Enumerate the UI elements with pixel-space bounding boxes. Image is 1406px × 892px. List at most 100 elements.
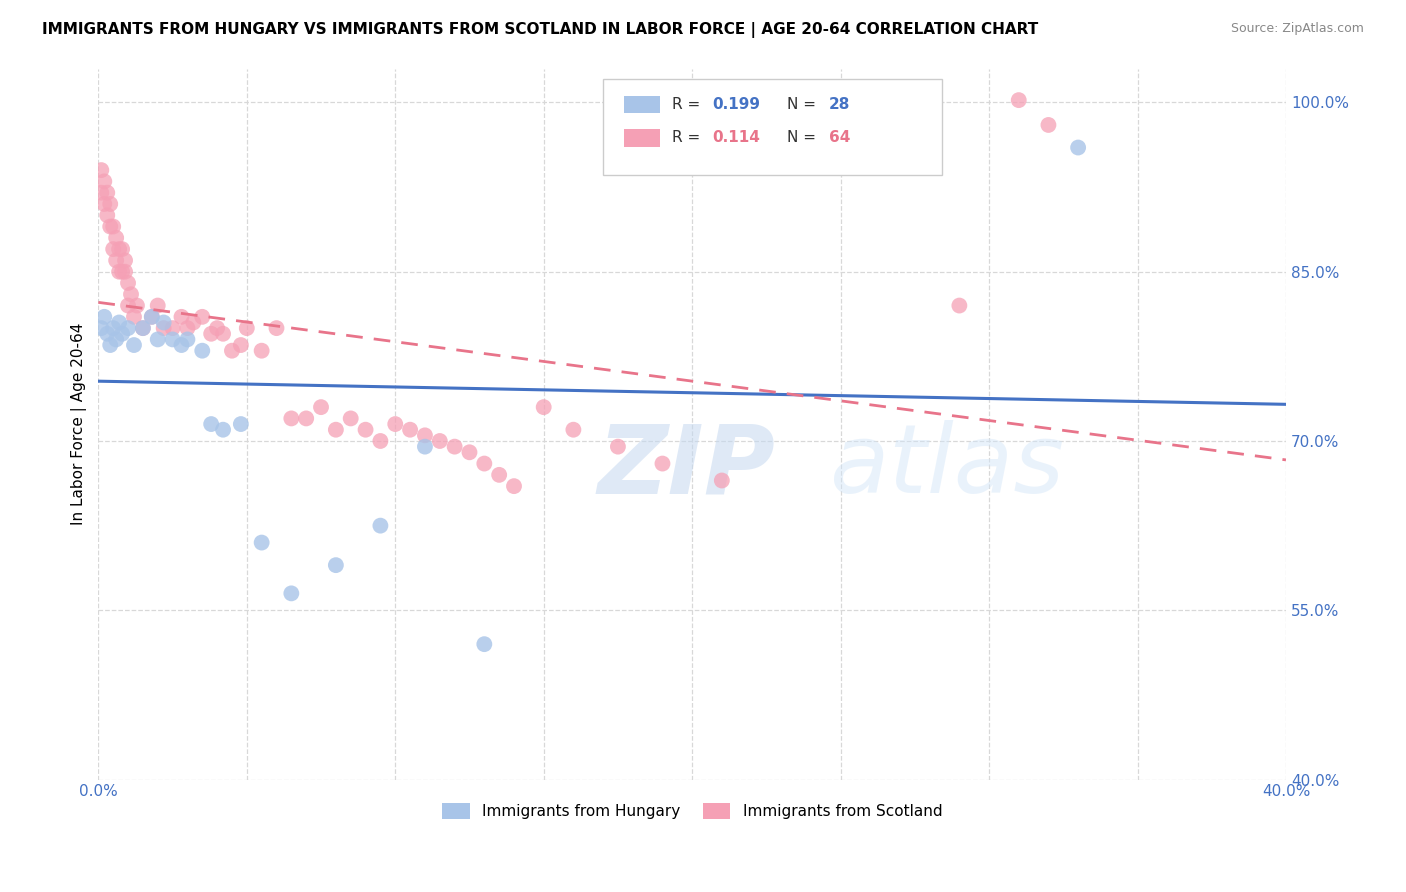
Point bbox=[229, 417, 252, 431]
Text: R =: R = bbox=[672, 96, 704, 112]
Point bbox=[1067, 140, 1090, 154]
Point bbox=[117, 276, 139, 290]
Point bbox=[472, 457, 495, 471]
Point bbox=[170, 310, 193, 324]
Y-axis label: In Labor Force | Age 20-64: In Labor Force | Age 20-64 bbox=[72, 323, 87, 525]
Point bbox=[111, 242, 134, 256]
Point bbox=[429, 434, 451, 448]
Point bbox=[117, 299, 139, 313]
Point bbox=[325, 558, 347, 573]
Point bbox=[533, 400, 555, 414]
Point bbox=[125, 299, 148, 313]
Point bbox=[212, 423, 235, 437]
Point bbox=[108, 242, 131, 256]
Point bbox=[114, 253, 136, 268]
Point bbox=[93, 174, 115, 188]
Point bbox=[103, 242, 125, 256]
Point bbox=[90, 186, 112, 200]
Text: N =: N = bbox=[787, 96, 821, 112]
Text: 64: 64 bbox=[828, 130, 851, 145]
Point bbox=[90, 163, 112, 178]
Point bbox=[443, 440, 465, 454]
Point bbox=[948, 299, 970, 313]
Point bbox=[162, 333, 184, 347]
Text: 0.199: 0.199 bbox=[713, 96, 761, 112]
Text: IMMIGRANTS FROM HUNGARY VS IMMIGRANTS FROM SCOTLAND IN LABOR FORCE | AGE 20-64 C: IMMIGRANTS FROM HUNGARY VS IMMIGRANTS FR… bbox=[42, 22, 1039, 38]
Point bbox=[229, 338, 252, 352]
Text: ZIP: ZIP bbox=[598, 420, 775, 513]
FancyBboxPatch shape bbox=[624, 95, 659, 113]
Point bbox=[96, 326, 118, 341]
Point bbox=[183, 316, 205, 330]
Point bbox=[236, 321, 259, 335]
Point bbox=[503, 479, 526, 493]
FancyBboxPatch shape bbox=[624, 129, 659, 147]
Text: N =: N = bbox=[787, 130, 821, 145]
Point bbox=[122, 310, 145, 324]
Point bbox=[191, 343, 214, 358]
Point bbox=[170, 338, 193, 352]
Point bbox=[221, 343, 243, 358]
Point bbox=[152, 316, 174, 330]
Point bbox=[96, 208, 118, 222]
Point bbox=[354, 423, 377, 437]
Point bbox=[120, 287, 142, 301]
Point bbox=[132, 321, 155, 335]
Point bbox=[399, 423, 422, 437]
Point bbox=[266, 321, 288, 335]
Point bbox=[606, 440, 628, 454]
Text: Source: ZipAtlas.com: Source: ZipAtlas.com bbox=[1230, 22, 1364, 36]
Point bbox=[103, 219, 125, 234]
Point bbox=[212, 326, 235, 341]
Point bbox=[651, 457, 673, 471]
Text: 28: 28 bbox=[828, 96, 851, 112]
Point bbox=[117, 321, 139, 335]
Point bbox=[98, 338, 121, 352]
Text: atlas: atlas bbox=[828, 420, 1064, 513]
Point bbox=[111, 326, 134, 341]
Point bbox=[93, 310, 115, 324]
Point bbox=[562, 423, 585, 437]
Point bbox=[250, 343, 273, 358]
Point bbox=[250, 535, 273, 549]
Point bbox=[413, 440, 436, 454]
Point bbox=[710, 474, 733, 488]
Point bbox=[108, 265, 131, 279]
Point bbox=[152, 321, 174, 335]
Point bbox=[96, 186, 118, 200]
Text: 0.114: 0.114 bbox=[713, 130, 761, 145]
Point bbox=[122, 338, 145, 352]
Point bbox=[191, 310, 214, 324]
Point bbox=[370, 434, 392, 448]
Point bbox=[105, 231, 128, 245]
Point bbox=[1038, 118, 1060, 132]
Point bbox=[114, 265, 136, 279]
Point bbox=[90, 321, 112, 335]
Point bbox=[162, 321, 184, 335]
Point bbox=[339, 411, 361, 425]
Point bbox=[1008, 93, 1031, 107]
Point bbox=[384, 417, 406, 431]
Point bbox=[132, 321, 155, 335]
Point bbox=[98, 197, 121, 211]
Point bbox=[176, 321, 198, 335]
Point bbox=[280, 411, 302, 425]
Point bbox=[146, 299, 169, 313]
Point bbox=[325, 423, 347, 437]
Point bbox=[309, 400, 332, 414]
Point bbox=[105, 333, 128, 347]
Point bbox=[105, 253, 128, 268]
Point bbox=[200, 417, 222, 431]
Point bbox=[146, 333, 169, 347]
Point bbox=[370, 518, 392, 533]
Point bbox=[295, 411, 318, 425]
Text: R =: R = bbox=[672, 130, 704, 145]
Point bbox=[176, 333, 198, 347]
FancyBboxPatch shape bbox=[603, 79, 942, 175]
Point bbox=[111, 265, 134, 279]
Point bbox=[205, 321, 228, 335]
Point bbox=[103, 321, 125, 335]
Point bbox=[98, 219, 121, 234]
Point bbox=[458, 445, 481, 459]
Point bbox=[93, 197, 115, 211]
